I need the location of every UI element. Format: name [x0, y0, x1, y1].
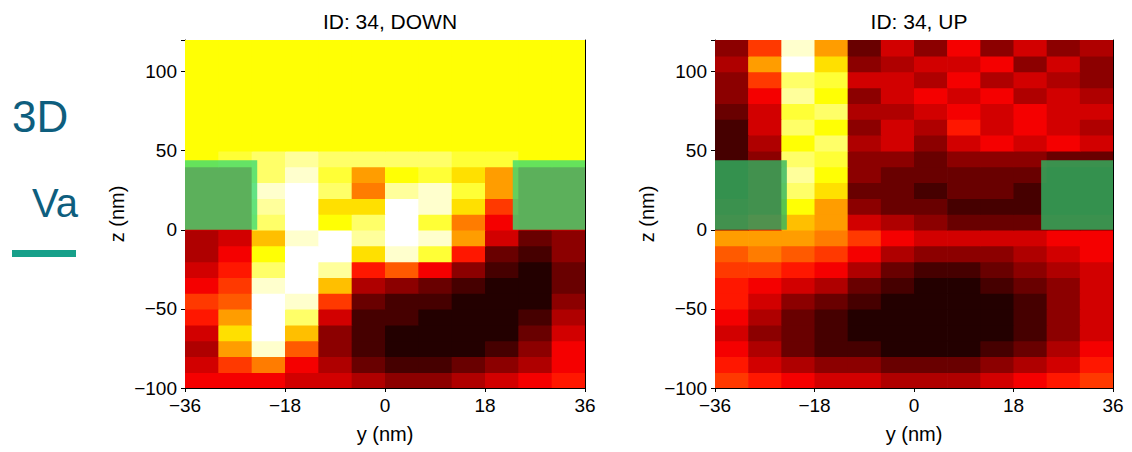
svg-text:0: 0	[696, 219, 707, 240]
svg-text:−36: −36	[169, 395, 201, 416]
svg-text:z (nm): z (nm)	[106, 186, 128, 243]
svg-text:36: 36	[1102, 395, 1123, 416]
svg-text:ID: 34, DOWN: ID: 34, DOWN	[323, 10, 457, 33]
svg-text:−18: −18	[798, 395, 830, 416]
svg-text:0: 0	[166, 219, 177, 240]
svg-text:36: 36	[574, 395, 595, 416]
svg-text:0: 0	[380, 395, 391, 416]
svg-text:−100: −100	[664, 377, 707, 399]
svg-text:0: 0	[909, 395, 920, 416]
html-text:Va: Va	[32, 181, 78, 225]
svg-text:z (nm): z (nm)	[636, 186, 658, 243]
svg-text:−50: −50	[145, 298, 177, 319]
svg-text:−36: −36	[699, 395, 731, 416]
svg-text:18: 18	[1003, 395, 1024, 416]
svg-text:ID: 34, UP: ID: 34, UP	[871, 10, 968, 33]
svg-text:50: 50	[156, 140, 177, 161]
svg-text:y (nm): y (nm)	[357, 423, 414, 445]
svg-text:−100: −100	[134, 377, 177, 399]
svg-text:−18: −18	[269, 395, 301, 416]
svg-text:y (nm): y (nm)	[886, 423, 943, 445]
html-text:3D: 3D	[12, 92, 69, 141]
svg-text:100: 100	[145, 61, 177, 82]
svg-text:18: 18	[474, 395, 495, 416]
svg-text:−50: −50	[675, 298, 707, 319]
svg-text:50: 50	[686, 140, 707, 161]
svg-text:100: 100	[675, 61, 707, 82]
